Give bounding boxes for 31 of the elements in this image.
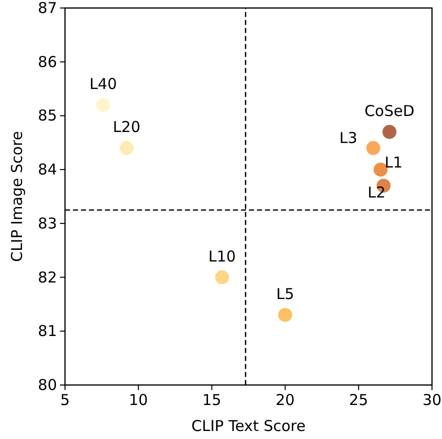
- point: [96, 98, 110, 112]
- x-tick-label: 5: [60, 391, 70, 409]
- y-tick-label: 83: [38, 214, 57, 232]
- y-tick-label: 82: [38, 268, 57, 286]
- point: [366, 141, 380, 156]
- y-tick-label: 87: [38, 0, 57, 17]
- x-tick-label: 30: [422, 391, 442, 409]
- series-label: L40: [89, 74, 117, 93]
- series-label: L10: [208, 247, 236, 266]
- y-tick-label: 84: [38, 160, 57, 179]
- y-tick-label: 81: [38, 322, 57, 340]
- series-label: L1: [384, 154, 403, 172]
- x-axis-title: CLIP Text Score: [191, 417, 306, 435]
- series-label: L5: [276, 284, 294, 303]
- x-tick-label: 25: [349, 391, 368, 409]
- point: [382, 124, 396, 139]
- series-label: L3: [339, 129, 358, 148]
- point: [278, 308, 292, 322]
- series-label: L20: [112, 118, 140, 136]
- series-label: L2: [368, 184, 386, 202]
- y-tick-label: 86: [38, 52, 57, 71]
- point: [374, 162, 388, 177]
- x-tick-label: 10: [128, 391, 148, 409]
- series-label: CoSeD: [364, 102, 414, 120]
- x-tick-label: 20: [276, 391, 295, 409]
- x-tick-label: 15: [202, 391, 222, 409]
- point: [215, 270, 230, 284]
- y-tick-label: 80: [38, 376, 57, 394]
- y-tick-label: 85: [38, 106, 57, 125]
- y-axis-title: CLIP Image Score: [8, 131, 26, 262]
- point: [120, 141, 134, 156]
